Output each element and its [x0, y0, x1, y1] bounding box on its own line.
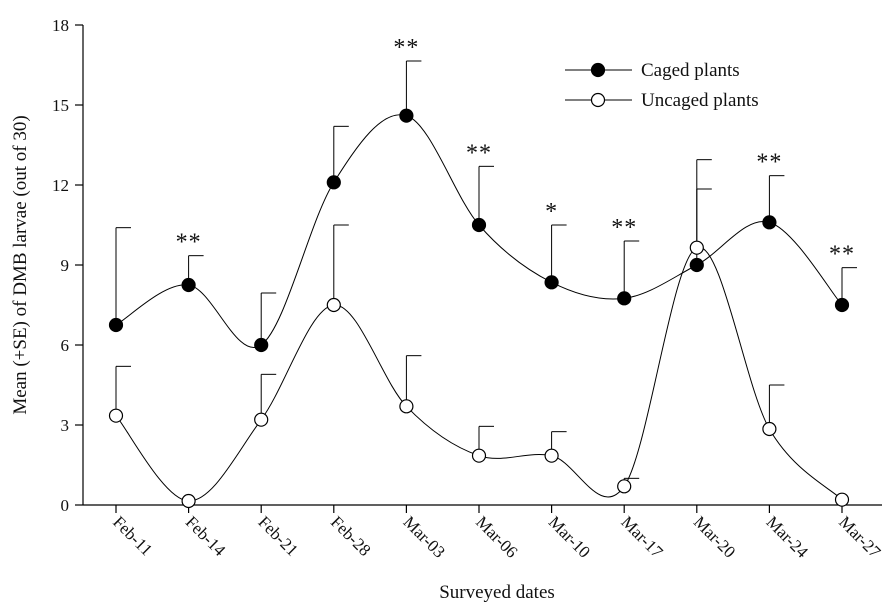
- legend-marker-caged: [590, 62, 606, 78]
- series-markers: [108, 108, 850, 509]
- x-tick-label: Mar-17: [617, 512, 667, 562]
- data-point-uncaged: [399, 399, 414, 414]
- error-bars: [115, 60, 857, 487]
- data-point-caged: [181, 277, 196, 293]
- x-tick-label: Mar-27: [835, 512, 885, 562]
- data-point-uncaged: [254, 412, 269, 427]
- series-line-caged: [115, 114, 843, 348]
- data-point-uncaged: [834, 492, 850, 507]
- significance-mark: **: [611, 215, 637, 241]
- y-tick-label: 6: [61, 336, 70, 355]
- y-tick-label: 9: [61, 256, 70, 275]
- x-tick-label: Mar-03: [400, 512, 449, 561]
- data-point-uncaged: [762, 421, 777, 437]
- x-tick-label: Feb-28: [327, 512, 374, 559]
- x-tick-label: Mar-10: [545, 512, 594, 561]
- data-point-uncaged: [471, 448, 487, 463]
- y-tick-label: 12: [52, 176, 69, 195]
- significance-mark: *: [545, 199, 558, 225]
- significance-annotations: *************: [176, 35, 855, 268]
- data-point-uncaged: [544, 448, 559, 463]
- data-point-uncaged: [108, 408, 124, 423]
- data-point-caged: [834, 297, 850, 313]
- data-point-uncaged: [326, 297, 341, 313]
- data-point-caged: [762, 215, 777, 230]
- data-point-caged: [108, 317, 124, 333]
- data-point-uncaged: [181, 493, 196, 509]
- data-point-caged: [471, 217, 487, 233]
- data-point-caged: [689, 257, 704, 273]
- x-tick-label: Mar-24: [763, 512, 813, 562]
- significance-mark: **: [176, 230, 202, 256]
- legend-label-caged: Caged plants: [641, 60, 740, 81]
- axes: 0 3 6 9 12 15 18 Feb-11 Feb-14 Feb-21 Feb-28 Mar-03…: [52, 16, 885, 562]
- x-tick-label: Mar-20: [690, 512, 739, 561]
- legend: Caged plants Uncaged plants: [565, 60, 759, 111]
- legend-label-uncaged: Uncaged plants: [641, 90, 759, 111]
- series-line-uncaged: [115, 247, 843, 502]
- data-point-uncaged: [617, 479, 632, 494]
- data-point-caged: [326, 175, 341, 190]
- x-tick-label: Feb-11: [109, 512, 156, 559]
- significance-mark: **: [466, 140, 492, 166]
- data-point-uncaged: [689, 240, 704, 255]
- significance-mark: **: [756, 150, 782, 176]
- x-tick-label: Feb-21: [254, 512, 301, 559]
- x-tick-label: Feb-14: [182, 512, 230, 560]
- y-tick-label: 3: [61, 416, 70, 435]
- series-lines: [115, 114, 843, 502]
- data-point-caged: [254, 337, 269, 353]
- x-axis-title: Surveyed dates: [439, 582, 555, 603]
- significance-mark: **: [829, 242, 855, 268]
- y-tick-label: 15: [52, 96, 69, 115]
- x-tick-label: Mar-06: [472, 512, 521, 561]
- significance-mark: **: [393, 35, 419, 61]
- y-axis-title: Mean (+SE) of DMB larvae (out of 30): [10, 115, 31, 414]
- data-point-caged: [544, 275, 559, 290]
- data-point-caged: [617, 291, 632, 306]
- y-tick-label: 18: [52, 16, 69, 35]
- data-point-caged: [399, 108, 414, 123]
- legend-marker-uncaged: [590, 92, 606, 108]
- y-tick-label: 0: [61, 496, 70, 515]
